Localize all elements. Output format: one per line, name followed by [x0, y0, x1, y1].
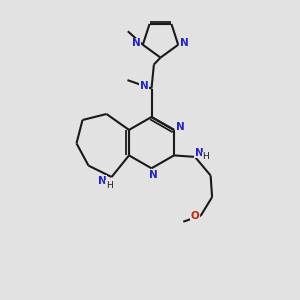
- Text: N: N: [195, 148, 204, 158]
- Text: N: N: [132, 38, 141, 48]
- Text: H: H: [106, 181, 112, 190]
- Text: O: O: [190, 211, 199, 221]
- Text: N: N: [176, 122, 184, 132]
- Text: N: N: [98, 176, 107, 186]
- Text: N: N: [148, 170, 158, 180]
- Text: N: N: [140, 81, 148, 91]
- Text: H: H: [202, 152, 209, 161]
- Text: N: N: [180, 38, 189, 48]
